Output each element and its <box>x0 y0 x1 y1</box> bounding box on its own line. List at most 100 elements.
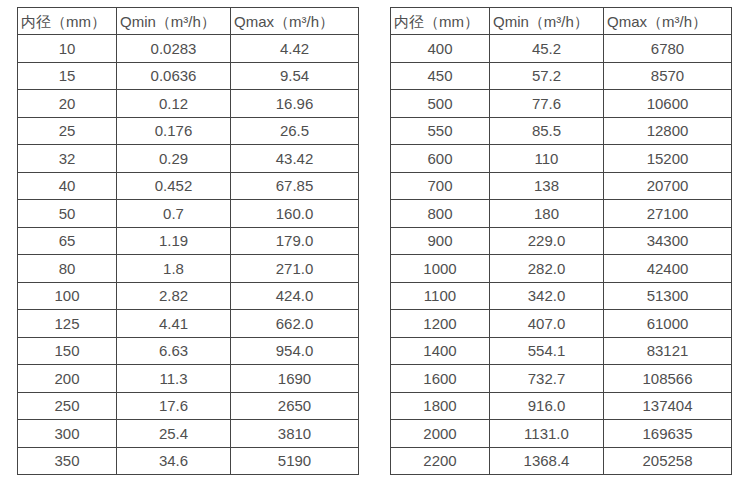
data-cell: 342.0 <box>490 282 604 310</box>
data-cell: 20700 <box>604 172 732 200</box>
data-cell: 2200 <box>391 447 490 475</box>
page: 内径（mm）Qmin（m³/h）Qmax（m³/h）100.02834.4215… <box>0 0 750 483</box>
table-row: 50077.610600 <box>391 90 732 118</box>
data-cell: 205258 <box>604 447 732 475</box>
data-cell: 34.6 <box>117 447 231 475</box>
data-cell: 450 <box>391 62 490 90</box>
table-row: 35034.65190 <box>18 447 359 475</box>
data-cell: 0.29 <box>117 145 231 173</box>
data-cell: 15200 <box>604 145 732 173</box>
data-cell: 1.8 <box>117 255 231 283</box>
data-cell: 900 <box>391 227 490 255</box>
data-cell: 12800 <box>604 117 732 145</box>
data-cell: 32 <box>18 145 117 173</box>
data-cell: 1000 <box>391 255 490 283</box>
data-cell: 40 <box>18 172 117 200</box>
table-row: 55085.512800 <box>391 117 732 145</box>
data-cell: 50 <box>18 200 117 228</box>
table-row: 320.2943.42 <box>18 145 359 173</box>
data-cell: 108566 <box>604 365 732 393</box>
flow-table-large-diameters: 内径（mm）Qmin（m³/h）Qmax（m³/h）40045.26780450… <box>390 7 732 475</box>
data-cell: 229.0 <box>490 227 604 255</box>
data-cell: 17.6 <box>117 392 231 420</box>
data-cell: 4.42 <box>231 35 359 63</box>
table-row: 500.7160.0 <box>18 200 359 228</box>
table-row: 60011015200 <box>391 145 732 173</box>
table-row: 70013820700 <box>391 172 732 200</box>
data-cell: 1200 <box>391 310 490 338</box>
data-cell: 180 <box>490 200 604 228</box>
table-row: 900229.034300 <box>391 227 732 255</box>
table-row: 1002.82424.0 <box>18 282 359 310</box>
data-cell: 179.0 <box>231 227 359 255</box>
data-cell: 42400 <box>604 255 732 283</box>
data-cell: 67.85 <box>231 172 359 200</box>
data-cell: 1368.4 <box>490 447 604 475</box>
table-row: 1400554.183121 <box>391 337 732 365</box>
data-cell: 20 <box>18 90 117 118</box>
data-cell: 34300 <box>604 227 732 255</box>
data-cell: 110 <box>490 145 604 173</box>
data-cell: 169635 <box>604 420 732 448</box>
data-cell: 16.96 <box>231 90 359 118</box>
table-row: 1254.41662.0 <box>18 310 359 338</box>
header-row: 内径（mm）Qmin（m³/h）Qmax（m³/h） <box>391 8 732 35</box>
data-cell: 2000 <box>391 420 490 448</box>
data-cell: 100 <box>18 282 117 310</box>
data-cell: 1.19 <box>117 227 231 255</box>
data-cell: 700 <box>391 172 490 200</box>
data-cell: 11.3 <box>117 365 231 393</box>
data-cell: 4.41 <box>117 310 231 338</box>
data-cell: 271.0 <box>231 255 359 283</box>
header-cell: 内径（mm） <box>391 8 490 35</box>
data-cell: 0.0283 <box>117 35 231 63</box>
data-cell: 424.0 <box>231 282 359 310</box>
table-row: 45057.28570 <box>391 62 732 90</box>
table-row: 1200407.061000 <box>391 310 732 338</box>
data-cell: 9.54 <box>231 62 359 90</box>
data-cell: 662.0 <box>231 310 359 338</box>
table-row: 80018027100 <box>391 200 732 228</box>
data-cell: 732.7 <box>490 365 604 393</box>
table-row: 200.1216.96 <box>18 90 359 118</box>
table-row: 40045.26780 <box>391 35 732 63</box>
data-cell: 1400 <box>391 337 490 365</box>
data-cell: 0.12 <box>117 90 231 118</box>
header-row: 内径（mm）Qmin（m³/h）Qmax（m³/h） <box>18 8 359 35</box>
data-cell: 0.452 <box>117 172 231 200</box>
data-cell: 125 <box>18 310 117 338</box>
data-cell: 138 <box>490 172 604 200</box>
table-row: 150.06369.54 <box>18 62 359 90</box>
data-cell: 954.0 <box>231 337 359 365</box>
data-cell: 83121 <box>604 337 732 365</box>
data-cell: 150 <box>18 337 117 365</box>
data-cell: 8570 <box>604 62 732 90</box>
data-cell: 77.6 <box>490 90 604 118</box>
data-cell: 45.2 <box>490 35 604 63</box>
data-cell: 137404 <box>604 392 732 420</box>
table-row: 100.02834.42 <box>18 35 359 63</box>
data-cell: 15 <box>18 62 117 90</box>
flow-table-small-diameters: 内径（mm）Qmin（m³/h）Qmax（m³/h）100.02834.4215… <box>17 7 359 475</box>
data-cell: 2650 <box>231 392 359 420</box>
table-row: 20011.31690 <box>18 365 359 393</box>
data-cell: 57.2 <box>490 62 604 90</box>
header-cell: 内径（mm） <box>18 8 117 35</box>
data-cell: 85.5 <box>490 117 604 145</box>
data-cell: 500 <box>391 90 490 118</box>
data-cell: 350 <box>18 447 117 475</box>
table-row: 22001368.4205258 <box>391 447 732 475</box>
table-row: 651.19179.0 <box>18 227 359 255</box>
data-cell: 80 <box>18 255 117 283</box>
table-row: 400.45267.85 <box>18 172 359 200</box>
data-cell: 1600 <box>391 365 490 393</box>
data-cell: 6.63 <box>117 337 231 365</box>
data-cell: 300 <box>18 420 117 448</box>
data-cell: 2.82 <box>117 282 231 310</box>
data-cell: 27100 <box>604 200 732 228</box>
data-cell: 26.5 <box>231 117 359 145</box>
header-cell: Qmin（m³/h） <box>490 8 604 35</box>
data-cell: 25.4 <box>117 420 231 448</box>
table-row: 250.17626.5 <box>18 117 359 145</box>
data-cell: 65 <box>18 227 117 255</box>
